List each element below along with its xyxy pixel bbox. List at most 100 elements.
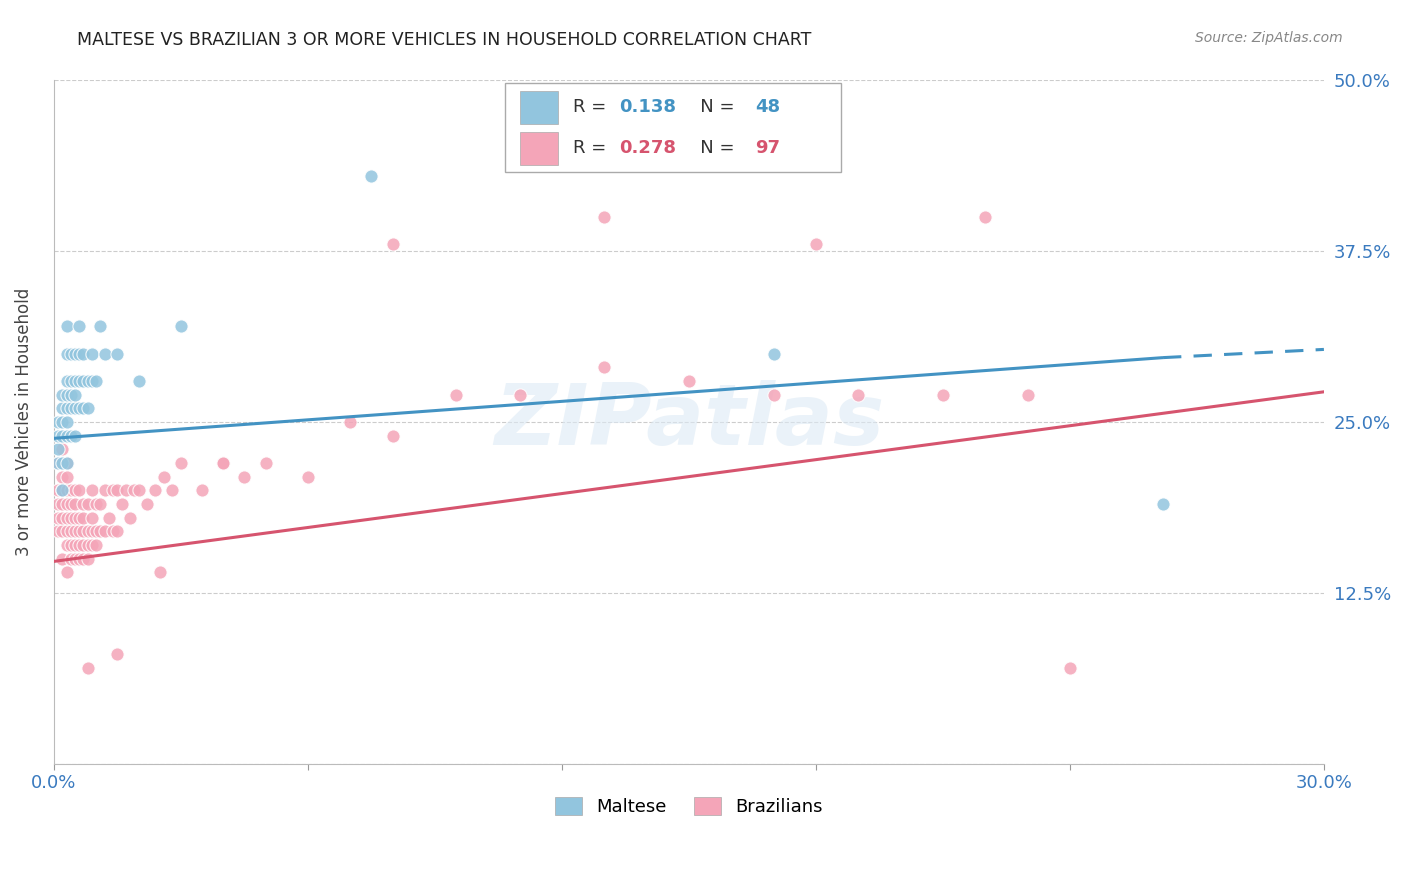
Point — [128, 483, 150, 498]
Point — [84, 374, 107, 388]
Point — [46, 483, 69, 498]
Point — [55, 510, 77, 524]
Text: N =: N = — [682, 98, 740, 116]
Point — [145, 483, 167, 498]
Point — [51, 415, 73, 429]
Point — [67, 483, 90, 498]
Point — [55, 483, 77, 498]
Text: ZIPatlas: ZIPatlas — [494, 380, 884, 464]
Point — [84, 497, 107, 511]
Point — [1017, 387, 1039, 401]
Point — [101, 483, 124, 498]
Text: 0.138: 0.138 — [619, 98, 676, 116]
Point — [72, 346, 94, 360]
Point — [59, 374, 82, 388]
Point — [846, 387, 869, 401]
Point — [297, 469, 319, 483]
Point — [55, 566, 77, 580]
Point — [63, 387, 86, 401]
Point — [55, 524, 77, 539]
Point — [59, 346, 82, 360]
Point — [162, 483, 184, 498]
Point — [804, 237, 827, 252]
Point — [59, 387, 82, 401]
Point — [59, 483, 82, 498]
Point — [46, 497, 69, 511]
Point — [59, 510, 82, 524]
Point — [51, 442, 73, 457]
Point — [51, 469, 73, 483]
Point — [55, 319, 77, 334]
Point — [76, 661, 98, 675]
FancyBboxPatch shape — [520, 91, 558, 124]
Point — [59, 538, 82, 552]
Point — [59, 428, 82, 442]
Point — [51, 497, 73, 511]
Point — [59, 524, 82, 539]
Point — [80, 524, 103, 539]
Point — [974, 210, 997, 224]
Point — [46, 510, 69, 524]
Point — [55, 469, 77, 483]
Point — [67, 538, 90, 552]
Point — [89, 497, 111, 511]
Point — [105, 648, 128, 662]
Point — [80, 374, 103, 388]
Point — [105, 524, 128, 539]
Point — [97, 510, 120, 524]
Point — [63, 497, 86, 511]
Point — [55, 374, 77, 388]
Point — [72, 510, 94, 524]
Point — [55, 456, 77, 470]
Point — [72, 524, 94, 539]
Point — [381, 428, 404, 442]
Text: MALTESE VS BRAZILIAN 3 OR MORE VEHICLES IN HOUSEHOLD CORRELATION CHART: MALTESE VS BRAZILIAN 3 OR MORE VEHICLES … — [77, 31, 811, 49]
Point — [55, 346, 77, 360]
Point — [1152, 497, 1174, 511]
Point — [63, 374, 86, 388]
Point — [55, 538, 77, 552]
Point — [212, 456, 235, 470]
Point — [93, 346, 115, 360]
Point — [339, 415, 361, 429]
Point — [932, 387, 955, 401]
Point — [76, 497, 98, 511]
Point — [101, 524, 124, 539]
Point — [46, 428, 69, 442]
Point — [93, 483, 115, 498]
Text: 48: 48 — [755, 98, 780, 116]
Text: 97: 97 — [755, 139, 780, 157]
Point — [360, 169, 382, 183]
Point — [46, 415, 69, 429]
Point — [63, 401, 86, 416]
Point — [128, 374, 150, 388]
Text: N =: N = — [682, 139, 740, 157]
Point — [72, 401, 94, 416]
Point — [762, 387, 785, 401]
Point — [76, 538, 98, 552]
Point — [89, 319, 111, 334]
Point — [67, 319, 90, 334]
Point — [51, 483, 73, 498]
Point — [51, 551, 73, 566]
Text: R =: R = — [574, 98, 612, 116]
Point — [59, 551, 82, 566]
Point — [46, 456, 69, 470]
Point — [105, 483, 128, 498]
FancyBboxPatch shape — [505, 83, 841, 172]
Point — [122, 483, 145, 498]
Point — [67, 401, 90, 416]
Point — [84, 538, 107, 552]
Point — [80, 346, 103, 360]
Point — [55, 456, 77, 470]
Point — [51, 483, 73, 498]
Point — [55, 497, 77, 511]
Point — [59, 401, 82, 416]
Point — [63, 551, 86, 566]
Point — [51, 401, 73, 416]
Point — [80, 538, 103, 552]
Point — [76, 551, 98, 566]
Point — [46, 442, 69, 457]
Point — [67, 551, 90, 566]
Point — [678, 374, 700, 388]
